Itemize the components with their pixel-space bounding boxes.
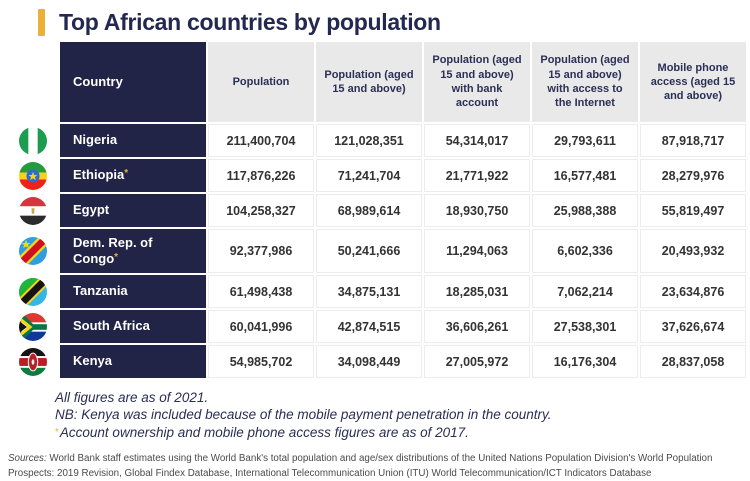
bank-account-value: 18,930,750 xyxy=(424,194,530,227)
mobile-access-value: 55,819,497 xyxy=(640,194,746,227)
bank-account-value: 21,771,922 xyxy=(424,159,530,192)
internet-access-value: 25,988,388 xyxy=(532,194,638,227)
table-row: Nigeria 211,400,704 121,028,351 54,314,0… xyxy=(8,124,746,157)
population-value: 104,258,327 xyxy=(208,194,314,227)
country-name: South Africa xyxy=(60,310,206,343)
nigeria-flag-icon xyxy=(19,126,47,155)
mobile-access-value: 23,634,876 xyxy=(640,275,746,308)
country-name: Egypt xyxy=(60,194,206,227)
table-row: Dem. Rep. of Congo* 92,377,986 50,241,66… xyxy=(8,229,746,273)
internet-access-value: 16,176,304 xyxy=(532,345,638,378)
population-15plus-value: 50,241,666 xyxy=(316,229,422,273)
table-row: Tanzania 61,498,438 34,875,131 18,285,03… xyxy=(8,275,746,308)
mobile-access-value: 28,279,976 xyxy=(640,159,746,192)
country-name: Tanzania xyxy=(60,275,206,308)
population-15plus-value: 34,875,131 xyxy=(316,275,422,308)
ethiopia-flag-icon xyxy=(19,161,47,190)
sources-label: Sources: xyxy=(8,452,47,464)
column-header-bank-account: Population (aged 15 and above) with bank… xyxy=(424,42,530,122)
drc-flag-icon xyxy=(19,237,47,265)
table-header-row: Country Population Population (aged 15 a… xyxy=(8,42,746,122)
footnote-figures-year: All figures are as of 2021. xyxy=(55,390,209,405)
population-value: 92,377,986 xyxy=(208,229,314,273)
population-value: 60,041,996 xyxy=(208,310,314,343)
population-value: 211,400,704 xyxy=(208,124,314,157)
population-table: Country Population Population (aged 15 a… xyxy=(6,40,748,380)
footnotes: All figures are as of 2021. NB: Kenya wa… xyxy=(55,389,750,441)
sources-text: World Bank staff estimates using the Wor… xyxy=(8,452,713,479)
population-value: 61,498,438 xyxy=(208,275,314,308)
south-africa-flag-icon xyxy=(19,312,47,341)
tanzania-flag-icon xyxy=(19,277,47,306)
country-name: Dem. Rep. of Congo* xyxy=(60,229,206,273)
population-value: 54,985,702 xyxy=(208,345,314,378)
country-name: Ethiopia* xyxy=(60,159,206,192)
internet-access-value: 16,577,481 xyxy=(532,159,638,192)
page-title: Top African countries by population xyxy=(59,9,441,35)
title-accent-bar xyxy=(38,9,45,36)
page-header: Top African countries by population xyxy=(0,0,750,40)
population-15plus-value: 121,028,351 xyxy=(316,124,422,157)
sources-note: Sources: World Bank staff estimates usin… xyxy=(8,451,742,481)
column-header-country: Country xyxy=(60,42,206,122)
internet-access-value: 27,538,301 xyxy=(532,310,638,343)
table-row: Kenya 54,985,702 34,098,449 27,005,972 1… xyxy=(8,345,746,378)
asterisk-marker: * xyxy=(55,426,59,438)
egypt-flag-icon xyxy=(19,196,47,225)
table-row: South Africa 60,041,996 42,874,515 36,60… xyxy=(8,310,746,343)
footnote-kenya-nb: NB: Kenya was included because of the mo… xyxy=(55,407,552,423)
mobile-access-value: 28,837,058 xyxy=(640,345,746,378)
kenya-flag-icon xyxy=(19,347,47,376)
mobile-access-value: 87,918,717 xyxy=(640,124,746,157)
bank-account-value: 18,285,031 xyxy=(424,275,530,308)
bank-account-value: 36,606,261 xyxy=(424,310,530,343)
mobile-access-value: 37,626,674 xyxy=(640,310,746,343)
internet-access-value: 7,062,214 xyxy=(532,275,638,308)
column-header-internet-access: Population (aged 15 and above) with acce… xyxy=(532,42,638,122)
country-name: Nigeria xyxy=(60,124,206,157)
population-value: 117,876,226 xyxy=(208,159,314,192)
column-header-mobile-access: Mobile phone access (aged 15 and above) xyxy=(640,42,746,122)
population-15plus-value: 68,989,614 xyxy=(316,194,422,227)
bank-account-value: 54,314,017 xyxy=(424,124,530,157)
country-name: Kenya xyxy=(60,345,206,378)
flag-column-header xyxy=(8,42,58,122)
bank-account-value: 27,005,972 xyxy=(424,345,530,378)
internet-access-value: 29,793,611 xyxy=(532,124,638,157)
table-row: Ethiopia* 117,876,226 71,241,704 21,771,… xyxy=(8,159,746,192)
population-15plus-value: 34,098,449 xyxy=(316,345,422,378)
population-15plus-value: 42,874,515 xyxy=(316,310,422,343)
table-row: Egypt 104,258,327 68,989,614 18,930,750 … xyxy=(8,194,746,227)
column-header-population-15plus: Population (aged 15 and above) xyxy=(316,42,422,122)
internet-access-value: 6,602,336 xyxy=(532,229,638,273)
population-15plus-value: 71,241,704 xyxy=(316,159,422,192)
mobile-access-value: 20,493,932 xyxy=(640,229,746,273)
bank-account-value: 11,294,063 xyxy=(424,229,530,273)
column-header-population: Population xyxy=(208,42,314,122)
footnote-asterisk-note: *Account ownership and mobile phone acce… xyxy=(55,424,469,440)
